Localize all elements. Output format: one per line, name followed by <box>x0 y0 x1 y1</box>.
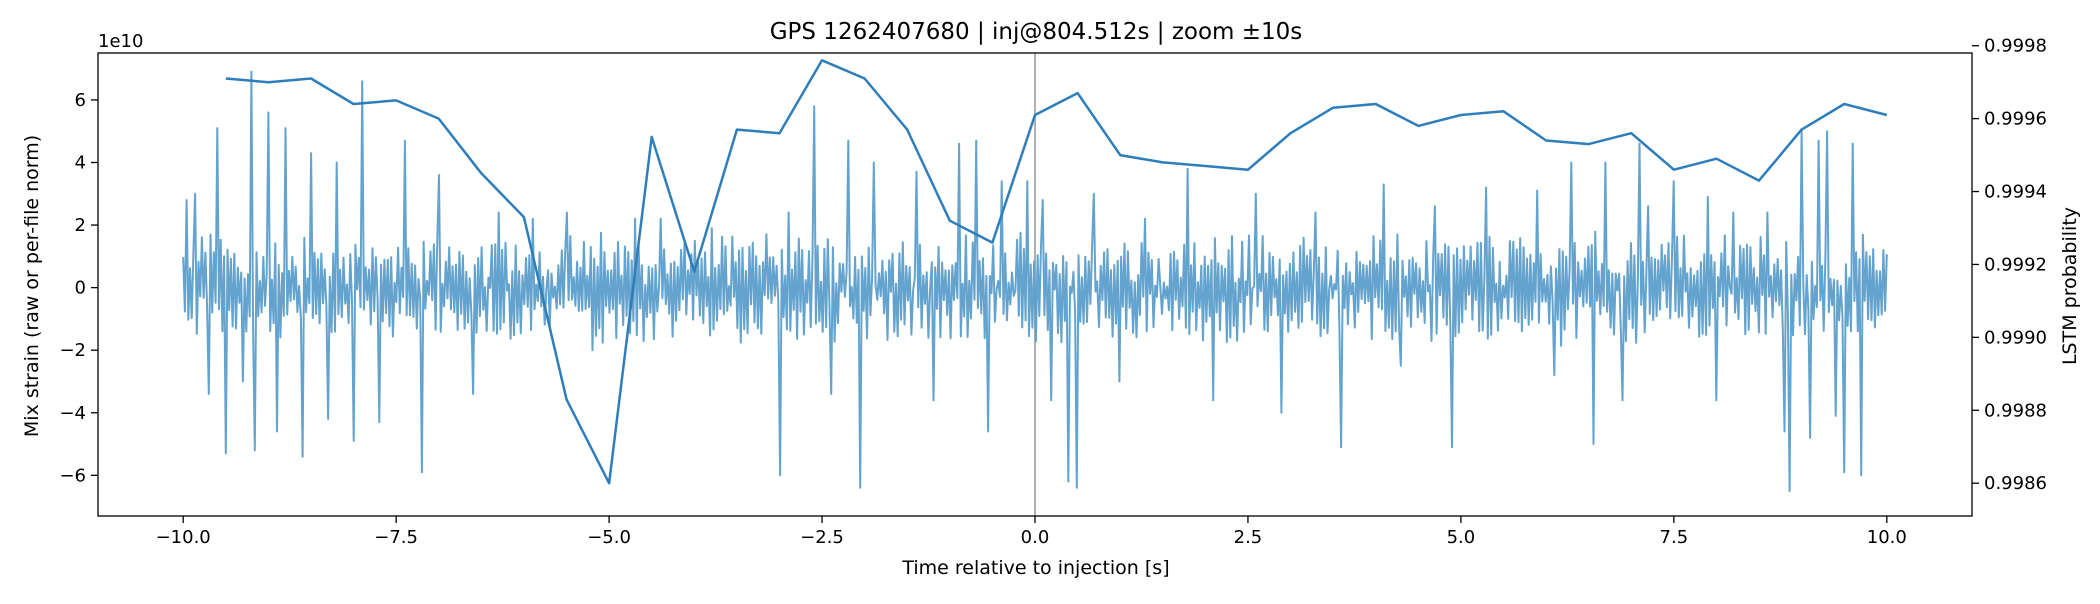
series-lstm-probability-line <box>225 59 1888 485</box>
axes: −10.0 −7.5 −5.0 −2.5 0.0 2.5 5.0 7.5 10.0 −6 −4 −2 0… <box>59 36 2047 548</box>
y-right-tick-label: 0.9988 <box>1984 400 2047 421</box>
y-left-tick-label: 2 <box>75 215 86 236</box>
chart-title: GPS 1262407680 | inj@804.512s | zoom ±10… <box>770 19 1303 45</box>
x-tick-label: 5.0 <box>1447 527 1476 548</box>
y-left-tick-label: −4 <box>59 403 86 424</box>
y-left-tick-label: −2 <box>59 340 86 361</box>
left-axis-offset-text: 1e10 <box>98 31 143 52</box>
x-tick-label: −10.0 <box>156 527 211 548</box>
y-axis-left-label: Mix strain (raw or per-file norm) <box>21 135 43 437</box>
x-tick-label: −5.0 <box>587 527 631 548</box>
x-tick-label: −2.5 <box>800 527 844 548</box>
plot-area <box>182 53 1888 516</box>
x-tick-label: −7.5 <box>374 527 418 548</box>
y-axis-right-label: LSTM probability <box>2059 207 2081 365</box>
y-left-tick-label: 0 <box>75 278 86 299</box>
series-strain-line <box>182 70 1888 492</box>
y-right-tick-label: 0.9992 <box>1984 254 2047 275</box>
y-right-tick-label: 0.9986 <box>1984 473 2047 494</box>
x-tick-label: 10.0 <box>1867 527 1907 548</box>
y-left-tick-label: −6 <box>59 465 86 486</box>
x-tick-label: 7.5 <box>1660 527 1689 548</box>
y-right-tick-label: 0.9990 <box>1984 327 2047 348</box>
y-right-tick-label: 0.9994 <box>1984 182 2047 203</box>
y-left-tick-label: 4 <box>75 152 86 173</box>
y-right-tick-label: 0.9996 <box>1984 109 2047 130</box>
x-tick-label: 2.5 <box>1234 527 1263 548</box>
y-right-tick-label: 0.9998 <box>1984 36 2047 57</box>
x-tick-label: 0.0 <box>1021 527 1050 548</box>
y-left-tick-label: 6 <box>75 90 86 111</box>
x-axis-label: Time relative to injection [s] <box>901 557 1169 579</box>
